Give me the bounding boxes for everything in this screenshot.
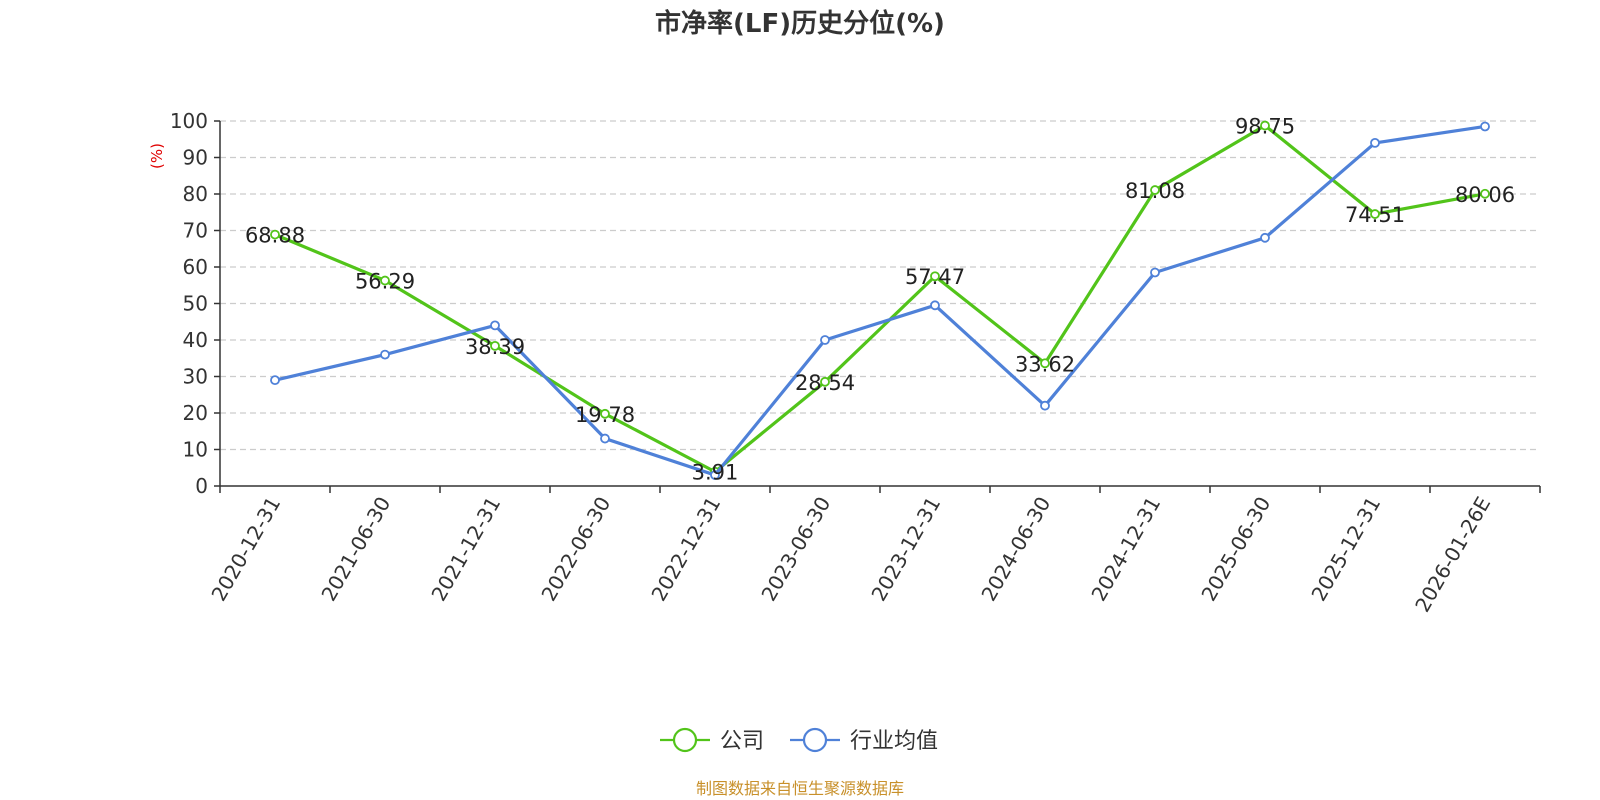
data-point — [1260, 232, 1270, 243]
series-0 — [270, 120, 1490, 477]
data-point — [380, 275, 390, 286]
data-point — [490, 320, 500, 331]
x-tick-label: 2023-12-31 — [866, 493, 945, 606]
x-tick-label: 2022-06-30 — [536, 493, 615, 606]
data-label: 28.54 — [795, 371, 855, 395]
legend: 公司 行业均值 — [660, 727, 938, 754]
legend-label: 公司 — [720, 729, 764, 754]
y-tick-label: 20 — [183, 401, 208, 425]
x-tick-label: 2025-12-31 — [1306, 493, 1385, 606]
data-label: 68.88 — [245, 224, 305, 248]
x-tick-label: 2025-06-30 — [1196, 493, 1275, 606]
x-tick-label: 2024-06-30 — [976, 493, 1055, 606]
y-tick-label: 60 — [183, 255, 208, 279]
data-label: 74.51 — [1345, 203, 1405, 227]
y-axis-label: (%) — [148, 143, 166, 169]
y-tick-label: 50 — [183, 292, 208, 316]
y-tick-label: 0 — [195, 474, 208, 498]
x-tick-label: 2022-12-31 — [646, 493, 725, 606]
data-point — [270, 375, 280, 386]
data-point — [1040, 358, 1050, 369]
data-point — [820, 376, 830, 387]
y-tick-label: 40 — [183, 328, 208, 352]
x-tick-label: 2023-06-30 — [756, 493, 835, 606]
data-point — [270, 229, 280, 240]
data-label: 80.06 — [1455, 183, 1515, 207]
y-tick-label: 90 — [183, 146, 208, 170]
series-line — [274, 123, 1486, 474]
data-point — [1370, 209, 1380, 219]
data-point — [1480, 188, 1490, 199]
data-label: 33.62 — [1015, 352, 1075, 376]
y-tick-label: 100 — [170, 109, 208, 133]
data-point — [1370, 137, 1380, 148]
data-label: 3.91 — [692, 461, 739, 485]
data-point — [710, 470, 720, 480]
data-point — [600, 433, 610, 444]
y-tick-label: 70 — [183, 219, 208, 243]
data-point — [930, 271, 940, 282]
series-layer — [270, 120, 1490, 480]
data-point — [1150, 185, 1160, 195]
data-label: 56.29 — [355, 270, 415, 294]
legend-marker — [802, 727, 828, 753]
x-tick-label: 2020-12-31 — [206, 493, 285, 606]
data-point — [1260, 120, 1270, 131]
data-point — [490, 340, 500, 351]
y-tick-label: 10 — [183, 438, 208, 462]
chart-title: 市净率(LF)历史分位(%) — [655, 8, 945, 39]
legend-label: 行业均值 — [850, 729, 938, 754]
data-point — [1480, 121, 1490, 132]
axes: 0 10 20 30 40 50 60 70 80 90 100 2020-12-31 2021-06-… — [170, 109, 1541, 617]
x-tick-label: 2024-12-31 — [1086, 493, 1165, 606]
data-label: 57.47 — [905, 265, 965, 289]
y-tick-label: 80 — [183, 182, 208, 206]
data-label: 19.78 — [575, 403, 635, 427]
data-point — [1040, 400, 1050, 411]
legend-item-1: 行业均值 — [790, 727, 938, 754]
source-note: 制图数据来自恒生聚源数据库 — [696, 779, 904, 798]
data-label: 38.39 — [465, 335, 525, 359]
data-labels: 68.88 56.29 38.39 19.78 3.91 28.54 57.47 33.62 8… — [245, 115, 1515, 485]
data-point — [600, 408, 610, 419]
legend-marker — [672, 727, 698, 753]
data-point — [930, 300, 940, 311]
series-1 — [270, 121, 1490, 480]
data-label: 98.75 — [1235, 115, 1295, 139]
x-tick-label: 2021-06-30 — [316, 493, 395, 606]
x-tick-label: 2021-12-31 — [426, 493, 505, 606]
data-point — [820, 335, 830, 345]
data-point — [380, 349, 390, 360]
series-line — [274, 124, 1486, 477]
legend-item-0: 公司 — [660, 727, 764, 754]
x-tick-label: 2026-01-26E — [1410, 493, 1495, 617]
data-point — [1150, 267, 1160, 278]
y-tick-label: 30 — [183, 365, 208, 389]
data-label: 81.08 — [1125, 179, 1185, 203]
